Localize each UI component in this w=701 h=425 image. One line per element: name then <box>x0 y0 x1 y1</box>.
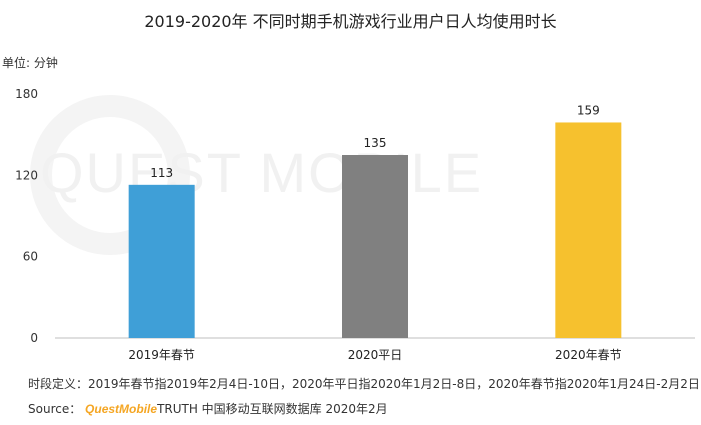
bar-value-label: 135 <box>364 136 387 150</box>
bar-value-label: 159 <box>577 103 600 117</box>
y-tick-label: 0 <box>30 331 38 345</box>
source-line: Source： QuestMobileTRUTH 中国移动互联网数据库 2020… <box>28 400 388 417</box>
bar <box>555 122 622 338</box>
source-label: Source： <box>28 402 82 416</box>
source-brand: QuestMobile <box>85 402 158 416</box>
x-category-label: 2020平日 <box>348 348 403 362</box>
unit-label: 单位: 分钟 <box>2 56 58 70</box>
y-tick-label: 180 <box>15 87 38 101</box>
bar-value-label: 113 <box>150 166 173 180</box>
x-category-label: 2019年春节 <box>128 348 195 362</box>
bar <box>342 155 408 338</box>
footnote: 时段定义：2019年春节指2019年2月4日-10日，2020年平日指2020年… <box>28 377 700 391</box>
chart-title: 2019-2020年 不同时期手机游戏行业用户日人均使用时长 <box>144 12 557 31</box>
bar <box>128 184 195 338</box>
x-category-label: 2020年春节 <box>555 348 622 362</box>
y-tick-label: 60 <box>23 250 38 264</box>
source-text: TRUTH 中国移动互联网数据库 2020年2月 <box>157 402 388 416</box>
y-tick-label: 120 <box>15 168 38 182</box>
